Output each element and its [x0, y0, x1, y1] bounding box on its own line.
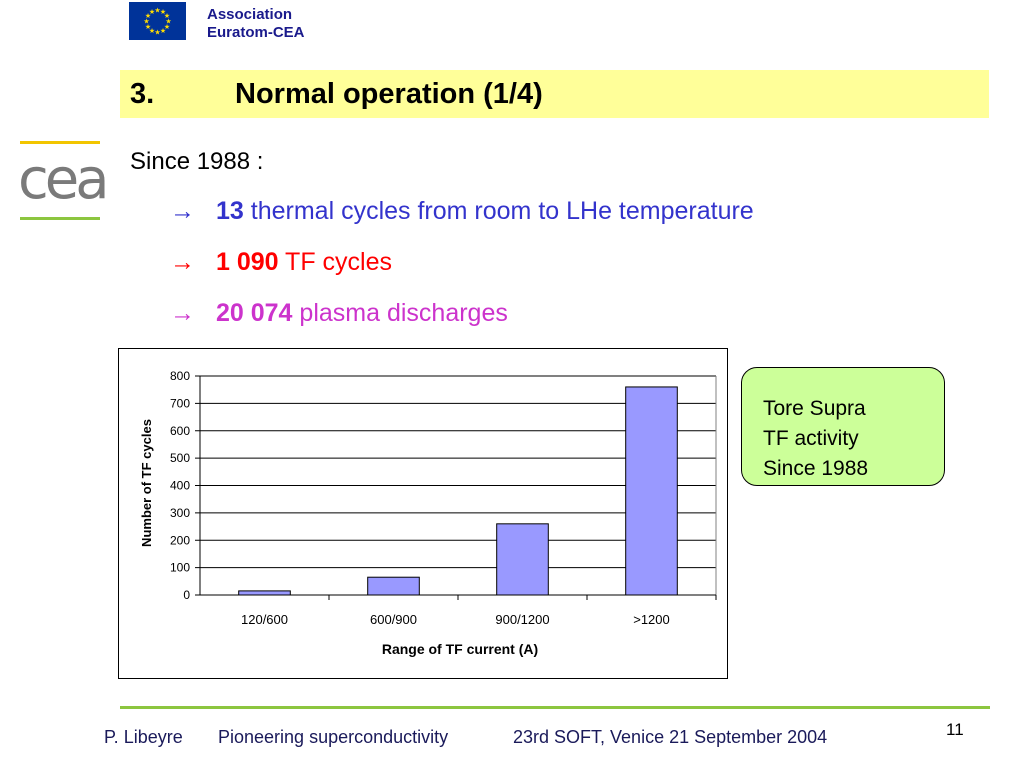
x-tick-label: 900/1200: [495, 612, 549, 627]
bullet-value: 20 074: [216, 299, 293, 327]
section-number: 3.: [130, 78, 155, 110]
eu-flag-logo: ★ ★ ★ ★ ★ ★ ★ ★ ★ ★ ★ ★: [129, 2, 186, 40]
bullet-tf-cycles: → 1 090 TF cycles: [170, 248, 392, 277]
cea-logo-top-bar: [20, 141, 100, 144]
eu-stars-icon: ★ ★★★★★★★★★★★: [143, 7, 171, 37]
eu-star-icon: ★: [143, 18, 149, 26]
eu-star-icon: ★: [154, 7, 160, 15]
y-tick-label: 400: [170, 479, 190, 493]
eu-star-icon: ★: [154, 29, 160, 37]
y-tick-label: 300: [170, 506, 190, 520]
y-tick-label: 700: [170, 396, 190, 410]
arrow-icon: →: [170, 197, 195, 225]
bullet-text: thermal cycles from room to LHe temperat…: [243, 197, 754, 225]
bar-1: [238, 590, 291, 596]
eu-star-icon: ★: [164, 12, 170, 20]
footer-topic: Pioneering superconductivity: [218, 727, 449, 747]
page-title: Normal operation (1/4): [235, 78, 543, 110]
association-line-1: Association: [207, 6, 293, 23]
bullet-text: plasma discharges: [292, 299, 508, 327]
y-tick-label: 500: [170, 451, 190, 465]
association-label: Association Euratom-CEA: [207, 6, 305, 42]
arrow-icon: →: [170, 248, 195, 276]
cea-logo-bottom-bar: [20, 217, 100, 220]
x-tick-label: >1200: [633, 612, 670, 627]
bar-4: [625, 386, 678, 596]
bullet-value: 1 090: [216, 248, 279, 276]
eu-star-icon: ★: [160, 8, 166, 16]
association-line-2: Euratom-CEA: [207, 24, 305, 41]
callout-box: Tore Supra TF activity Since 1988: [741, 367, 945, 486]
bullet-value: 13: [216, 197, 244, 225]
bullet-text: TF cycles: [278, 248, 393, 276]
intro-text: Since 1988 :: [130, 148, 264, 175]
bullet-plasma-discharges: → 20 074 plasma discharges: [170, 299, 508, 328]
callout-line-1: Tore Supra: [763, 397, 866, 420]
footer-author: P. Libeyre: [104, 727, 183, 747]
bullet-thermal-cycles: → 13 thermal cycles from room to LHe temp…: [170, 197, 754, 226]
eu-star-icon: ★: [160, 27, 166, 35]
y-tick-label: 100: [170, 561, 190, 575]
callout-line-2: TF activity: [763, 427, 859, 450]
cea-logo-text: cea: [18, 147, 110, 212]
eu-star-icon: ★: [149, 8, 155, 16]
bar-2: [367, 576, 420, 596]
page-number: 11: [946, 720, 964, 739]
eu-star-icon: ★: [145, 23, 151, 31]
x-tick-label: 120/600: [241, 612, 288, 627]
bar-3: [496, 523, 549, 596]
footer-divider: [120, 706, 990, 709]
eu-star-icon: ★: [149, 27, 155, 35]
callout-line-3: Since 1988: [763, 457, 869, 480]
eu-star-icon: ★: [165, 18, 171, 26]
x-tick-label: 600/900: [370, 612, 417, 627]
arrow-icon: →: [170, 299, 195, 327]
eu-star-icon: ★: [164, 23, 170, 31]
x-axis-label: Range of TF current (A): [382, 641, 538, 657]
title-band: [120, 70, 989, 118]
y-axis-label: Number of TF cycles: [139, 419, 154, 547]
eu-star-icon: ★: [145, 12, 151, 20]
footer-conference: 23rd SOFT, Venice 21 September 2004: [513, 727, 828, 747]
tf-cycles-bar-chart: 0 100 200 300 400 500 600 700 800 120/600 600/900…: [139, 369, 717, 657]
y-tick-label: 800: [170, 369, 190, 383]
y-tick-label: 0: [183, 588, 190, 602]
y-tick-label: 200: [170, 533, 190, 547]
y-tick-label: 600: [170, 424, 190, 438]
